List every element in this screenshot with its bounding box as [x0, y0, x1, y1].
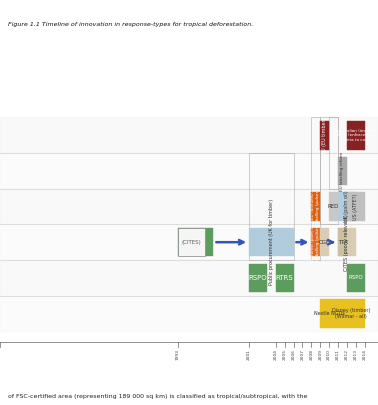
- Text: Figure 1.1 Timeline of innovation in response-types for tropical deforestation.: Figure 1.1 Timeline of innovation in res…: [8, 22, 253, 27]
- Text: RED: RED: [328, 204, 339, 209]
- Bar: [0, 117, 378, 153]
- Text: 2004: 2004: [274, 349, 278, 360]
- Text: 2012: 2012: [345, 349, 349, 360]
- FancyBboxPatch shape: [178, 228, 214, 256]
- Text: Rainforest (palm oil),
Labelling (pulses): Rainforest (palm oil), Labelling (pulses…: [311, 221, 320, 264]
- Text: 2008: 2008: [309, 349, 313, 360]
- Text: 1993: 1993: [176, 349, 180, 360]
- FancyBboxPatch shape: [338, 192, 356, 221]
- Text: US (ATFE?): US (ATFE?): [353, 193, 358, 220]
- Text: EU labelling reform: EU labelling reform: [341, 151, 344, 191]
- Text: 2007: 2007: [301, 349, 304, 360]
- Text: Australian (import)
CITES (enforcement
criteria to come): Australian (import) CITES (enforcement c…: [335, 129, 376, 142]
- Text: CITES (poorly relevant): CITES (poorly relevant): [344, 214, 349, 271]
- Text: RSPO: RSPO: [249, 275, 267, 281]
- Text: 2010: 2010: [327, 349, 331, 360]
- Bar: [0, 260, 378, 296]
- Text: EU (EU timber): EU (EU timber): [322, 117, 327, 153]
- FancyBboxPatch shape: [320, 121, 329, 149]
- Text: 1973: 1973: [0, 349, 2, 360]
- Bar: [320, 117, 338, 224]
- FancyBboxPatch shape: [338, 228, 356, 256]
- Text: Disney (timber)
(Wilmar - all): Disney (timber) (Wilmar - all): [332, 308, 370, 319]
- Text: 2013: 2013: [354, 349, 358, 360]
- Bar: [0, 224, 378, 260]
- Text: 2009: 2009: [318, 349, 322, 360]
- FancyBboxPatch shape: [347, 192, 365, 221]
- Bar: [0, 296, 378, 331]
- Text: UK (palm oil): UK (palm oil): [344, 191, 349, 222]
- Text: of FSC-certified area (representing 189 000 sq km) is classified as tropical/sub: of FSC-certified area (representing 189 …: [8, 394, 307, 399]
- Text: RED (Biofuels),
Labelling (pulses): RED (Biofuels), Labelling (pulses): [311, 188, 320, 225]
- Text: RTRS: RTRS: [276, 275, 293, 281]
- Bar: [329, 117, 338, 189]
- Bar: [0, 189, 378, 224]
- FancyBboxPatch shape: [311, 228, 320, 256]
- FancyBboxPatch shape: [249, 228, 293, 256]
- Text: 2014: 2014: [363, 349, 367, 360]
- FancyBboxPatch shape: [347, 264, 365, 292]
- Text: Nestle NGOs: Nestle NGOs: [314, 311, 344, 316]
- FancyBboxPatch shape: [320, 228, 329, 256]
- Text: TTA: TTA: [338, 240, 347, 245]
- FancyBboxPatch shape: [311, 192, 320, 221]
- FancyBboxPatch shape: [320, 299, 338, 328]
- Text: 2006: 2006: [291, 349, 296, 360]
- FancyBboxPatch shape: [338, 157, 347, 185]
- Text: 2001: 2001: [247, 349, 251, 360]
- Bar: [0, 153, 378, 189]
- Text: CGF: CGF: [319, 240, 330, 245]
- FancyBboxPatch shape: [338, 228, 347, 256]
- Text: 2011: 2011: [336, 349, 340, 360]
- Bar: [311, 117, 320, 260]
- Text: 2005: 2005: [283, 349, 287, 360]
- FancyBboxPatch shape: [249, 264, 267, 292]
- FancyBboxPatch shape: [178, 228, 204, 256]
- FancyBboxPatch shape: [329, 192, 338, 221]
- Text: Public procurement (UK for timber): Public procurement (UK for timber): [269, 199, 274, 285]
- Text: (CITES): (CITES): [181, 240, 201, 245]
- FancyBboxPatch shape: [338, 299, 365, 328]
- Text: FSC: FSC: [189, 239, 202, 245]
- FancyBboxPatch shape: [347, 121, 365, 149]
- Text: RSPO: RSPO: [349, 275, 363, 280]
- Bar: [249, 153, 293, 260]
- FancyBboxPatch shape: [276, 264, 293, 292]
